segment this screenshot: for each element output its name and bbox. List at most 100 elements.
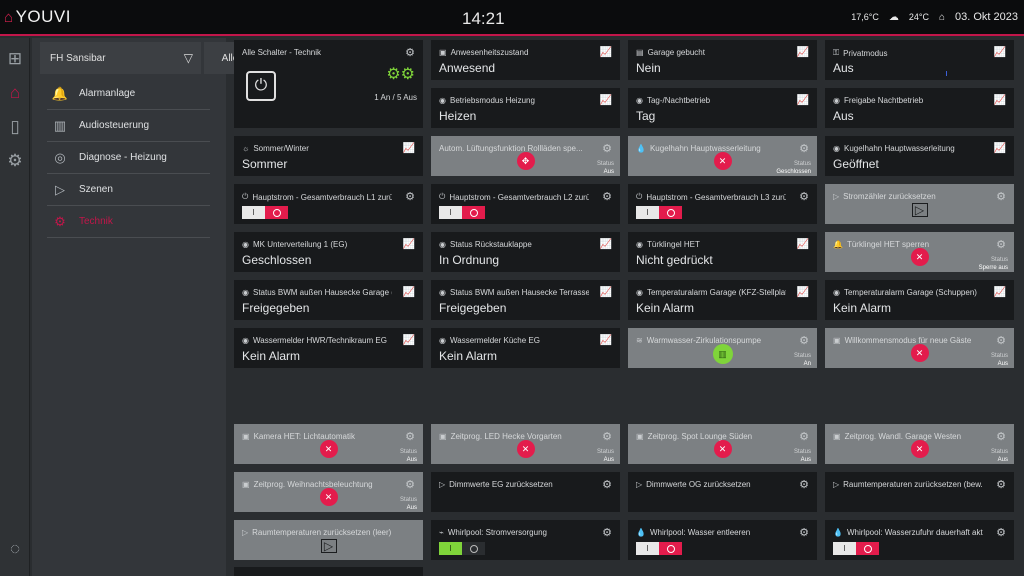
gear-icon[interactable]: ⚙ [405, 47, 415, 59]
tile-freigabe-nacht[interactable]: ◉ Freigabe Nachtbetrieb 📈 Aus [825, 88, 1014, 128]
nav-item-audiosteuerung[interactable]: ▥ Audiosteuerung [47, 110, 210, 142]
chart-icon[interactable]: 📈 [599, 95, 612, 106]
toggle-switch[interactable]: I [833, 542, 879, 555]
tile-warmwasser[interactable]: ≋ Warmwasser-Zirkulationspumpe ⚙ ▥ Status… [628, 328, 817, 368]
chart-icon[interactable]: 📈 [993, 143, 1006, 154]
settings-icon[interactable]: ⚙ [7, 151, 23, 170]
tile-raumtemp-bew[interactable]: ▷ Raumtemperaturen zurücksetzen (bew... ⚙ [825, 472, 1014, 512]
toggle-switch[interactable]: I [636, 206, 682, 219]
chart-icon[interactable]: 📈 [993, 287, 1006, 298]
close-icon[interactable]: ✕ [516, 440, 535, 458]
gear-icon[interactable]: ⚙ [799, 479, 809, 491]
tile-wasser-hwr[interactable]: ◉ Wassermelder HWR/Technikraum EG 📈 Kein … [234, 328, 423, 368]
tile-willkommen[interactable]: ▣ Willkommensmodus für neue Gäste ⚙ ✕ Sta… [825, 328, 1014, 368]
tile-kugelhahn-switch[interactable]: 💧 Kugelhahn Hauptwasserleitung ⚙ ✕ Status… [628, 136, 817, 176]
gear-icon[interactable]: ⚙ [799, 143, 809, 155]
radiator-icon[interactable]: ▥ [712, 344, 733, 364]
chart-icon[interactable]: 📈 [402, 287, 415, 298]
chart-icon[interactable]: 📈 [402, 239, 415, 250]
gear-icon[interactable]: ⚙ [405, 479, 415, 491]
tile-dimm-eg[interactable]: ▷ Dimmwerte EG zurücksetzen ⚙ [431, 472, 620, 512]
gear-icon[interactable]: ⚙ [602, 527, 612, 539]
tile-lueftung[interactable]: Autom. Lüftungsfunktion Rollläden spe...… [431, 136, 620, 176]
gear-icon[interactable]: ⚙ [602, 431, 612, 443]
gear-icon[interactable]: ⚙ [996, 431, 1006, 443]
room-select[interactable]: FH Sansibar ▽ [40, 42, 201, 74]
toggle-switch[interactable]: I [636, 542, 682, 555]
gear-icon[interactable]: ⚙ [799, 431, 809, 443]
tile-betriebsmodus[interactable]: ◉ Betriebsmodus Heizung 📈 Heizen [431, 88, 620, 128]
tile-kamera[interactable]: ▣ Kamera HET: Lichtautomatik ⚙ ✕ Status Au… [234, 424, 423, 464]
gear-icon[interactable]: ⚙ [602, 479, 612, 491]
gear-icon[interactable]: ⚙ [799, 527, 809, 539]
play-icon[interactable]: ▷ [911, 203, 928, 217]
close-icon[interactable]: ✕ [910, 344, 929, 362]
tile-stromzaehler[interactable]: ▷ Stromzähler zurücksetzen ⚙ ▷ [825, 184, 1014, 224]
grid-icon[interactable]: ⊞ [7, 49, 23, 68]
tile-garage-gebucht[interactable]: ▤ Garage gebucht 📈 Nein [628, 40, 817, 80]
chart-icon[interactable]: 📈 [796, 287, 809, 298]
remote-icon[interactable]: ▯ [10, 117, 20, 136]
chart-icon[interactable]: 📈 [796, 95, 809, 106]
tile-wandl-garage[interactable]: ▣ Zeitprog. Wandl. Garage Westen ⚙ ✕ Stat… [825, 424, 1014, 464]
chart-icon[interactable]: 📈 [599, 239, 612, 250]
tile-bwm-terrasse[interactable]: ◉ Status BWM außen Hausecke Terrasse (...… [431, 280, 620, 320]
fan-icon[interactable]: ✥ [516, 152, 535, 170]
close-icon[interactable]: ✕ [319, 440, 338, 458]
gear-icon[interactable]: ⚙ [602, 143, 612, 155]
close-icon[interactable]: ✕ [713, 152, 732, 170]
chart-icon[interactable]: 📈 [599, 47, 612, 58]
chart-icon[interactable]: 📈 [796, 47, 809, 58]
tile-raumtemp-leer[interactable]: ▷ Raumtemperaturen zurücksetzen (leer) ▷ [234, 520, 423, 560]
close-icon[interactable]: ✕ [319, 488, 338, 506]
switch-group-tile[interactable]: Alle Schalter - Technik ⚙ ⏻ ⚙⚙ 1 An / 5 … [234, 40, 423, 128]
tile-tuerklingel[interactable]: ◉ Türklingel HET 📈 Nicht gedrückt [628, 232, 817, 272]
gear-icon[interactable]: ⚙ [405, 191, 415, 203]
tile-hauptstrom-l2[interactable]: ⏻ Hauptstrom - Gesamtverbrauch L2 zurü...… [431, 184, 620, 224]
nav-item-technik[interactable]: ⚙ Technik [47, 206, 210, 238]
nav-item-diagnose-heizung[interactable]: ◎ Diagnose - Heizung [47, 142, 210, 174]
tile-whirlpool-zufuhr[interactable]: 💧 Whirlpool: Wasserzufuhr dauerhaft akti.… [825, 520, 1014, 560]
tile-hauptstrom-l3[interactable]: ⏻ Hauptstrom - Gesamtverbrauch L3 zurü...… [628, 184, 817, 224]
close-icon[interactable]: ✕ [910, 440, 929, 458]
toggle-switch[interactable]: I [439, 542, 485, 555]
tile-dimm-og[interactable]: ▷ Dimmwerte OG zurücksetzen ⚙ [628, 472, 817, 512]
tile-hauptstrom-l1[interactable]: ⏻ Hauptstrom - Gesamtverbrauch L1 zurü...… [234, 184, 423, 224]
gear-icon[interactable]: ⚙ [602, 191, 612, 203]
tile-tuerklingel-sperren[interactable]: 🔔 Türklingel HET sperren ⚙ ✕ Status Sperre… [825, 232, 1014, 272]
tile-led-hecke[interactable]: ▣ Zeitprog. LED Hecke Vorgarten ⚙ ✕ Statu… [431, 424, 620, 464]
close-icon[interactable]: ✕ [713, 440, 732, 458]
home-icon[interactable]: ⌂ [9, 83, 21, 102]
chart-icon[interactable]: 📈 [993, 47, 1006, 58]
power-icon[interactable]: ⏻ [246, 71, 276, 101]
tile-weihnacht[interactable]: ▣ Zeitprog. Weihnachtsbeleuchtung ⚙ ✕ Sta… [234, 472, 423, 512]
close-icon[interactable]: ✕ [910, 248, 929, 266]
tile-whirlpool-strom[interactable]: ⌁ Whirlpool: Stromversorgung ⚙ I [431, 520, 620, 560]
gear-icon[interactable]: ⚙ [996, 479, 1006, 491]
toggle-switch[interactable]: I [242, 206, 288, 219]
play-icon[interactable]: ▷ [320, 539, 337, 553]
tile-wasser-kueche[interactable]: ◉ Wassermelder Küche EG 📈 Kein Alarm [431, 328, 620, 368]
toggle-switch[interactable]: I [439, 206, 485, 219]
gear-icon[interactable]: ⚙ [996, 191, 1006, 203]
tile-whirlpool-entleeren[interactable]: 💧 Whirlpool: Wasser entleeren ⚙ I [628, 520, 817, 560]
tile-tag-nacht[interactable]: ◉ Tag-/Nachtbetrieb 📈 Tag [628, 88, 817, 128]
tile-temp-schuppen[interactable]: ◉ Temperaturalarm Garage (Schuppen) 📈 Kei… [825, 280, 1014, 320]
tile-privatmodus[interactable]: ⚿ Privatmodus 📈 Aus [825, 40, 1014, 80]
gear-icon[interactable]: ⚙ [405, 431, 415, 443]
tile-bwm-garage[interactable]: ◉ Status BWM außen Hausecke Garage (N... … [234, 280, 423, 320]
chart-icon[interactable]: 📈 [993, 95, 1006, 106]
tile-anwesenheit[interactable]: ▣ Anwesenheitszustand 📈 Anwesend [431, 40, 620, 80]
tile-kugelhahn-value[interactable]: ◉ Kugelhahn Hauptwasserleitung 📈 Geöffnet [825, 136, 1014, 176]
chart-icon[interactable]: 📈 [599, 335, 612, 346]
nav-item-alarmanlage[interactable]: 🔔 Alarmanlage [47, 78, 210, 110]
chart-icon[interactable]: 📈 [599, 287, 612, 298]
tile-mk-unterverteilung[interactable]: ◉ MK Unterverteilung 1 (EG) 📈 Geschlossen [234, 232, 423, 272]
tile-spot-lounge[interactable]: ▣ Zeitprog. Spot Lounge Süden ⚙ ✕ Status A… [628, 424, 817, 464]
gear-icon[interactable]: ⚙ [996, 239, 1006, 251]
chart-icon[interactable]: 📈 [402, 143, 415, 154]
chart-icon[interactable]: 📈 [402, 335, 415, 346]
gear-icon[interactable]: ⚙ [996, 527, 1006, 539]
gear-icon[interactable]: ⚙ [996, 335, 1006, 347]
tile-sommer-winter[interactable]: ☼ Sommer/Winter 📈 Sommer [234, 136, 423, 176]
